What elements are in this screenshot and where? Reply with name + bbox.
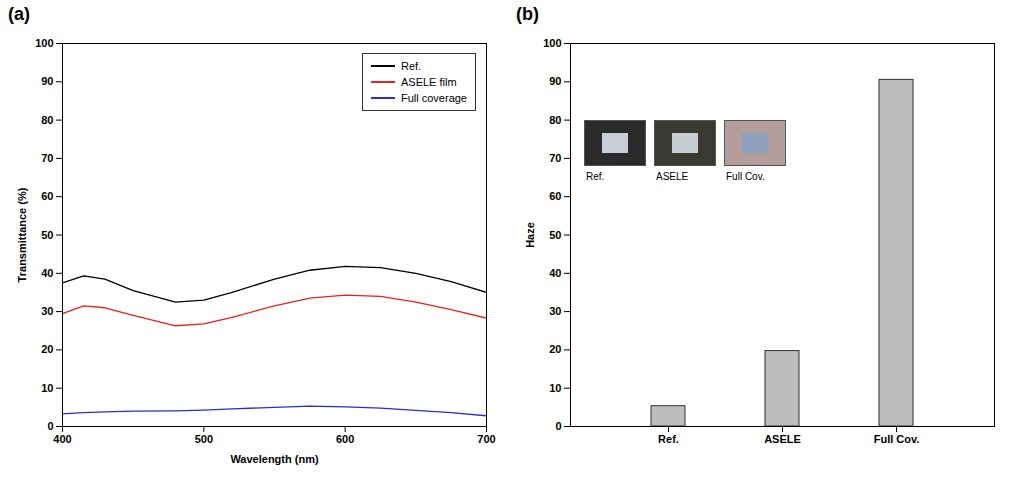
svg-text:40: 40 xyxy=(41,267,53,279)
svg-text:20: 20 xyxy=(41,343,53,355)
svg-text:30: 30 xyxy=(549,305,561,317)
svg-text:100: 100 xyxy=(543,37,561,49)
svg-text:Full Cov.: Full Cov. xyxy=(874,433,920,445)
svg-text:70: 70 xyxy=(41,152,53,164)
svg-text:0: 0 xyxy=(47,420,53,432)
svg-text:90: 90 xyxy=(41,75,53,87)
svg-text:60: 60 xyxy=(549,190,561,202)
svg-text:10: 10 xyxy=(549,382,561,394)
html-text:Full coverage: Full coverage xyxy=(401,92,467,104)
svg-text:700: 700 xyxy=(477,433,495,445)
html-text:(a): (a) xyxy=(8,4,30,24)
svg-text:90: 90 xyxy=(549,75,561,87)
html-text:ASELE: ASELE xyxy=(656,171,689,182)
svg-text:70: 70 xyxy=(549,152,561,164)
svg-text:400: 400 xyxy=(53,433,71,445)
svg-text:10: 10 xyxy=(41,382,53,394)
svg-text:60: 60 xyxy=(41,190,53,202)
svg-text:500: 500 xyxy=(195,433,213,445)
svg-text:Haze: Haze xyxy=(524,222,536,248)
svg-text:80: 80 xyxy=(41,114,53,126)
svg-text:50: 50 xyxy=(41,229,53,241)
html-text:Ref.: Ref. xyxy=(586,171,605,182)
html-text:Ref.: Ref. xyxy=(401,60,422,72)
svg-text:0: 0 xyxy=(555,420,561,432)
svg-text:20: 20 xyxy=(549,343,561,355)
svg-text:80: 80 xyxy=(549,114,561,126)
html-text:Full Cov.: Full Cov. xyxy=(726,171,765,182)
svg-text:100: 100 xyxy=(35,37,53,49)
svg-text:40: 40 xyxy=(549,267,561,279)
svg-text:Ref.: Ref. xyxy=(658,433,679,445)
svg-text:ASELE: ASELE xyxy=(764,433,801,445)
svg-text:Wavelength (nm): Wavelength (nm) xyxy=(230,453,319,465)
html-text:ASELE film: ASELE film xyxy=(401,76,457,88)
html-text:(b): (b) xyxy=(516,4,539,24)
svg-text:30: 30 xyxy=(41,305,53,317)
svg-text:Transmittance (%): Transmittance (%) xyxy=(16,187,28,282)
svg-text:50: 50 xyxy=(549,229,561,241)
svg-text:600: 600 xyxy=(336,433,354,445)
